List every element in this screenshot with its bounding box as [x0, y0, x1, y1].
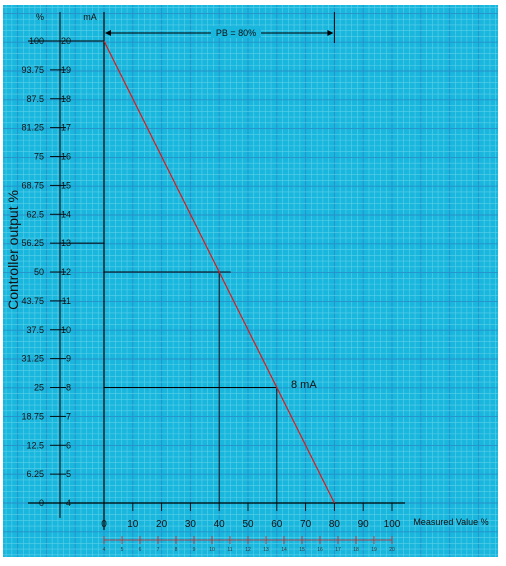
x-tick-label: 20 [156, 519, 168, 530]
y-percent-tick-label: 37.5 [26, 325, 44, 335]
x-tick-label: 50 [242, 519, 254, 530]
y-percent-tick-label: 75 [34, 152, 44, 162]
y-percent-tick-label: 100 [29, 36, 44, 46]
y-ma-tick-label: 14 [61, 209, 71, 219]
y-percent-tick-label: 0 [39, 498, 44, 508]
x-ma-tick-label: 5 [121, 547, 124, 553]
y-percent-tick-label: 87.5 [26, 94, 44, 104]
pb-arrowhead-left [105, 30, 111, 36]
x-tick-label: 80 [329, 519, 341, 530]
y-ma-tick-label: 8 [66, 383, 71, 393]
y-ma-tick-label: 20 [61, 36, 71, 46]
y-unit-ma: mA [83, 12, 97, 22]
x-ma-tick-label: 13 [263, 547, 269, 553]
x-ma-tick-label: 16 [317, 547, 323, 553]
grid-layer [3, 5, 498, 557]
y-percent-tick-label: 31.25 [21, 354, 44, 364]
y-ma-tick-label: 11 [62, 296, 71, 306]
y-percent-tick-label: 12.5 [26, 440, 44, 450]
grid-background [3, 5, 498, 557]
y-percent-tick-label: 68.75 [21, 180, 44, 190]
y-percent-tick-label: 25 [34, 383, 44, 393]
x-ma-tick-label: 8 [175, 547, 178, 553]
y-percent-tick-label: 50 [34, 267, 44, 277]
x-ma-tick-label: 10 [209, 547, 215, 553]
x-tick-label: 100 [384, 519, 401, 530]
y-percent-tick-label: 56.25 [21, 238, 44, 248]
output-annotation: 8 mA [291, 379, 317, 391]
x-tick-label: 10 [127, 519, 139, 530]
x-tick-label: 30 [185, 519, 197, 530]
y-ma-tick-label: 17 [61, 123, 71, 133]
x-ma-tick-label: 11 [227, 547, 232, 553]
y-ma-tick-label: 9 [66, 354, 71, 364]
y-percent-tick-label: 18.75 [21, 411, 44, 421]
y-ma-tick-label: 12 [61, 267, 71, 277]
y-percent-tick-label: 93.75 [21, 65, 44, 75]
series-line [103, 40, 335, 504]
x-tick-label: 0 [101, 519, 107, 530]
y-unit-percent: % [36, 12, 44, 22]
labels-layer: 06.2512.518.752531.2537.543.755056.2562.… [5, 12, 489, 553]
y-percent-tick-label: 81.25 [21, 123, 44, 133]
x-ma-tick-label: 4 [103, 547, 106, 553]
x-ma-tick-label: 18 [353, 547, 359, 553]
y-ma-tick-label: 16 [61, 152, 71, 162]
series-layer [103, 40, 335, 504]
y-percent-tick-label: 62.5 [26, 209, 44, 219]
guides-layer [60, 12, 335, 503]
y-ma-tick-label: 7 [66, 411, 71, 421]
x-ma-tick-label: 14 [281, 547, 287, 553]
x-ma-tick-label: 9 [193, 547, 196, 553]
x-axis-label: Measured Value % [413, 517, 488, 527]
y-ma-tick-label: 18 [61, 94, 71, 104]
x-tick-label: 70 [300, 519, 312, 530]
pb-label: PB = 80% [216, 28, 256, 38]
x-ma-tick-label: 20 [389, 547, 395, 553]
y-ma-tick-label: 15 [61, 180, 71, 190]
x-ma-tick-label: 15 [299, 547, 305, 553]
x-tick-label: 40 [214, 519, 226, 530]
x-tick-label: 60 [271, 519, 283, 530]
x-ma-tick-label: 6 [139, 547, 142, 553]
pb-label-background [211, 26, 261, 38]
y-percent-tick-label: 43.75 [21, 296, 44, 306]
y-ma-tick-label: 19 [61, 65, 71, 75]
y-percent-tick-label: 6.25 [26, 469, 44, 479]
x-ma-tick-label: 12 [245, 547, 251, 553]
y-ma-tick-label: 4 [66, 498, 71, 508]
y-ma-tick-label: 6 [66, 440, 71, 450]
pb-arrowhead-right [327, 30, 334, 36]
x-ma-tick-label: 17 [335, 547, 341, 553]
axes-layer [28, 12, 405, 544]
y-axis-title: Controller output % [5, 190, 21, 310]
y-ma-tick-label: 5 [66, 469, 71, 479]
y-ma-tick-label: 10 [61, 325, 71, 335]
x-ma-tick-label: 7 [157, 547, 160, 553]
x-ma-tick-label: 19 [371, 547, 377, 553]
y-ma-tick-label: 13 [61, 238, 71, 248]
x-tick-label: 90 [358, 519, 370, 530]
